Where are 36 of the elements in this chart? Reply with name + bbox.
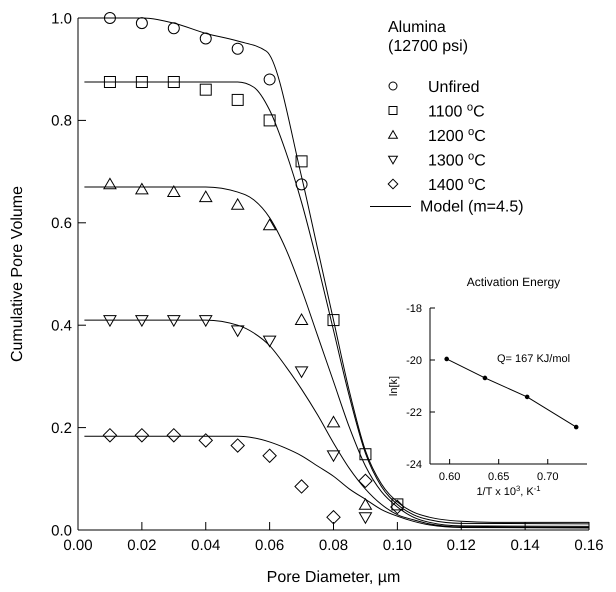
x-axis-title: Pore Diameter, µm [266,569,400,586]
y-tick-label: 0.6 [51,215,72,232]
x-tick-label: 0.16 [574,537,604,554]
x-tick-label: 0.00 [63,537,93,554]
x-tick-label: 0.06 [255,537,284,554]
chart-title: Activation Energy [466,275,560,289]
legend-label: Unfired [428,79,480,96]
legend-label: 1100 $^{o}$C [428,102,485,120]
y-tick-label: 0.8 [51,112,72,130]
y-tick-label: -22 [406,406,422,419]
y-tick-label: 0.0 [51,522,72,540]
x-tick-label: 0.12 [446,537,476,554]
y-axis-title: Cumulative Pore Volume [9,186,26,362]
annotation: Q= 167 KJ/mol [497,353,570,365]
x-tick-label: 0.08 [318,537,348,554]
y-tick-label: 1.0 [51,10,72,28]
y-axis-title: ln[k] [388,376,400,396]
x-tick-label: 0.60 [438,471,460,483]
x-tick-label: 0.02 [127,537,156,554]
y-tick-label: 0.2 [51,420,72,437]
x-tick-label: 0.04 [191,537,220,554]
legend-label: 1300 $^{o}$C [428,150,486,170]
x-tick-label: 0.70 [537,471,558,483]
x-tick-label: 0.14 [510,537,540,554]
y-tick-label: 0.4 [51,317,72,334]
chart-title: Alumina [388,19,446,36]
y-tick-label: -18 [406,302,422,315]
legend-label: Model (m=4.5) [420,198,524,216]
legend-label: 1200 $^{o}$C [428,126,486,145]
x-tick-label: 0.65 [488,471,510,483]
y-tick-label: -24 [406,458,422,471]
text: (12700 psi) [388,38,468,55]
x-axis-title: 1/T x 10$^{3}$, K$^{-1}$ [476,484,541,498]
legend-label: 1400 $^{o}$C [428,175,486,194]
y-tick-label: -20 [406,354,422,367]
x-tick-label: 0.10 [382,537,412,554]
